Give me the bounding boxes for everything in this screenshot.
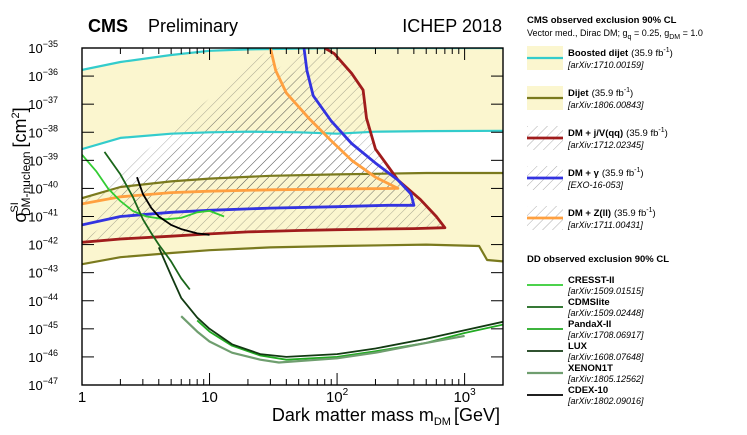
x-tick-label: 102 xyxy=(326,387,349,406)
y-tick-label: 10−41 xyxy=(28,208,58,225)
hatch-dm-z-ll- xyxy=(82,48,398,204)
legend-header-cms: CMS observed exclusion 90% CL xyxy=(527,15,677,26)
series-line-dijet xyxy=(82,171,503,200)
legend-label-cresst-ii: CRESST-II xyxy=(568,275,614,286)
y-tick-label: 10−44 xyxy=(28,292,58,309)
series-line-cdex-10 xyxy=(136,176,210,236)
series-line-pandax-ii xyxy=(196,319,503,361)
conference-label: ICHEP 2018 xyxy=(402,16,502,36)
legend-label-dm-j-v-qq: DM + j/V(qq) (35.9 fb-1) xyxy=(568,127,668,139)
y-tick-label: 10−42 xyxy=(28,236,58,253)
legend-label-dm: DM + γ (35.9 fb-1) xyxy=(568,167,644,179)
legend-ref-cdex-10: [arXiv:1802.09016] xyxy=(567,396,644,406)
legend-label-cdex-10: CDEX-10 xyxy=(568,385,608,396)
legend-label-boosted-dijet: Boosted dijet (35.9 fb-1) xyxy=(568,47,673,59)
y-tick-label: 10−46 xyxy=(28,348,58,365)
series-line-lux xyxy=(157,247,503,358)
legend-ref-dm-z-ll: [arXiv:1711.00431] xyxy=(567,220,643,230)
y-tick-label: 10−38 xyxy=(28,123,58,140)
series-line-dm xyxy=(82,48,416,227)
y-tick-label: 10−40 xyxy=(28,179,58,196)
legend-label-dijet: Dijet (35.9 fb-1) xyxy=(568,87,633,99)
legend-subheader-cms: Vector med., Dirac DM; gq = 0.25, gDM = … xyxy=(527,28,703,41)
series-line-cdmslite xyxy=(103,151,191,291)
y-tick-label: 10−37 xyxy=(28,95,58,112)
x-tick-label: 1 xyxy=(78,389,86,406)
legend-label-pandax-ii: PandaX-II xyxy=(568,319,611,330)
series-line-xenon1t xyxy=(180,315,465,364)
legend-ref-dm: [EXO-16-053] xyxy=(567,180,624,190)
legend-ref-dm-j-v-qq: [arXiv:1712.02345] xyxy=(567,140,644,150)
y-tick-label: 10−35 xyxy=(28,39,58,56)
legend-header-dd: DD observed exclusion 90% CL xyxy=(527,254,669,265)
legend-ref-boosted-dijet: [arXiv:1710.00159] xyxy=(567,60,644,70)
legend-ref-pandax-ii: [arXiv:1708.06917] xyxy=(567,330,644,340)
legend: CMS observed exclusion 90% CL Vector med… xyxy=(527,15,703,406)
series-line-dm-j-v-qq xyxy=(82,48,447,244)
x-axis-label: Dark matter mass mDM [GeV] xyxy=(272,405,500,428)
y-tick-label: 10−39 xyxy=(28,151,58,168)
legend-ref-cdmslite: [arXiv:1509.02448] xyxy=(567,308,644,318)
series-line-boosted-dijet-lower xyxy=(82,129,503,151)
x-tick-label: 10 xyxy=(201,389,218,406)
axes: 1 10 102 103 10−35 10−36 10−37 10−38 10−39 10−40 1… xyxy=(28,39,504,406)
y-axis-label: σSIDM-nucleon[cm2] xyxy=(9,107,33,222)
legend-ref-cresst-ii: [arXiv:1509.01515] xyxy=(567,286,644,296)
series-line-dm-z-ll xyxy=(82,48,400,206)
series-lines xyxy=(82,48,503,364)
legend-label-cdmslite: CDMSlite xyxy=(568,297,610,308)
legend-ref-xenon1t: [arXiv:1805.12562] xyxy=(567,374,644,384)
legend-ref-dijet: [arXiv:1806.00843] xyxy=(567,100,644,110)
axis-labels: CMS Preliminary ICHEP 2018 Dark matter m… xyxy=(9,16,502,428)
y-tick-label: 10−36 xyxy=(28,67,58,84)
y-tick-label: 10−43 xyxy=(28,264,58,281)
series-line-dijet-lower xyxy=(82,243,503,266)
x-tick-label: 103 xyxy=(453,387,476,406)
legend-label-lux: LUX xyxy=(568,341,588,352)
chart-title-rest: Preliminary xyxy=(148,16,238,36)
chart-title-bold: CMS xyxy=(88,16,128,36)
legend-label-dm-z-ll: DM + Z(ll) (35.9 fb-1) xyxy=(568,207,656,219)
legend-label-xenon1t: XENON1T xyxy=(568,363,613,374)
series-line-cresst-ii xyxy=(82,154,225,221)
legend-ref-lux: [arXiv:1608.07648] xyxy=(567,352,644,362)
y-tick-label: 10−47 xyxy=(28,376,58,393)
y-tick-label: 10−45 xyxy=(28,320,58,337)
